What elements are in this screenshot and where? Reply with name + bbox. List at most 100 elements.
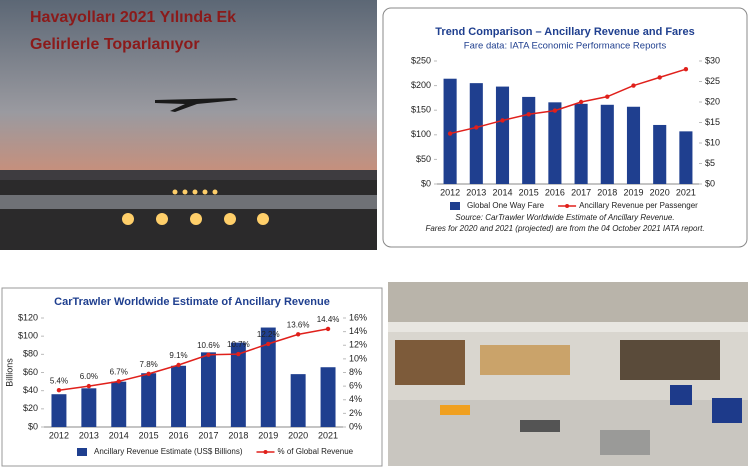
line-marker bbox=[552, 108, 558, 113]
x-tick-label: 2017 bbox=[198, 430, 218, 440]
x-tick-label: 2018 bbox=[597, 187, 617, 197]
x-tick-label: 2013 bbox=[466, 187, 486, 197]
line-marker bbox=[474, 125, 479, 130]
bar bbox=[171, 365, 187, 427]
y2-tick-label: $0 bbox=[705, 178, 715, 188]
x-tick-label: 2015 bbox=[139, 430, 159, 440]
line-marker bbox=[266, 341, 271, 347]
y2-tick-label: $5 bbox=[705, 158, 715, 168]
headline: Havayolları 2021 Yılında Ek bbox=[30, 9, 236, 26]
data-label: 13.6% bbox=[287, 320, 310, 329]
chart-subtitle: Fare data: IATA Economic Performance Rep… bbox=[464, 41, 667, 52]
y-tick-label: $150 bbox=[411, 105, 431, 115]
chart-frame bbox=[1, 287, 383, 467]
y-tick-label: $0 bbox=[421, 178, 431, 188]
y-tick-label: $100 bbox=[18, 331, 38, 341]
bar bbox=[522, 96, 536, 184]
data-label: 6.7% bbox=[110, 367, 128, 376]
y-tick-label: $50 bbox=[416, 154, 431, 164]
line-marker bbox=[56, 388, 62, 393]
line bbox=[58, 328, 329, 391]
chart-title: CarTrawler Worldwide Estimate of Ancilla… bbox=[54, 296, 330, 308]
x-tick-label: 2015 bbox=[519, 187, 539, 197]
x-tick-label: 2014 bbox=[492, 187, 512, 197]
legend-label: % of Global Revenue bbox=[278, 447, 354, 456]
y-axis-label: Billions bbox=[4, 358, 14, 387]
chart-title: Trend Comparison – Ancillary Revenue and… bbox=[435, 26, 694, 38]
bar bbox=[51, 394, 67, 427]
data-label: 9.1% bbox=[169, 351, 187, 360]
y2-tick-label: $15 bbox=[705, 117, 720, 127]
legend-swatch bbox=[450, 202, 460, 210]
bar bbox=[574, 103, 588, 184]
data-label: 12.2% bbox=[257, 330, 280, 339]
line-marker bbox=[578, 99, 584, 105]
line-marker bbox=[176, 362, 181, 368]
data-label: 10.7% bbox=[227, 340, 250, 349]
bar bbox=[141, 373, 157, 427]
y2-tick-label: $25 bbox=[705, 76, 720, 86]
line-marker bbox=[236, 351, 241, 357]
bar bbox=[200, 352, 216, 427]
line-marker bbox=[447, 131, 453, 136]
chart-note: Source: CarTrawler Worldwide Estimate of… bbox=[455, 213, 674, 222]
line-marker bbox=[500, 118, 505, 123]
x-tick-label: 2020 bbox=[288, 430, 308, 440]
y2-tick-label: 8% bbox=[349, 367, 362, 377]
line-marker bbox=[86, 383, 92, 389]
data-label: 14.4% bbox=[317, 315, 340, 324]
y2-tick-label: 0% bbox=[349, 421, 362, 431]
data-label: 7.8% bbox=[140, 360, 158, 369]
line-marker bbox=[325, 326, 331, 332]
legend-label: Global One Way Fare bbox=[467, 201, 545, 210]
y-tick-label: $100 bbox=[411, 129, 431, 139]
y2-tick-label: $10 bbox=[705, 137, 720, 147]
bar bbox=[230, 342, 246, 427]
x-tick-label: 2016 bbox=[545, 187, 565, 197]
bar bbox=[626, 106, 641, 184]
y2-tick-label: 10% bbox=[349, 353, 367, 363]
bar bbox=[320, 367, 336, 427]
bar bbox=[111, 381, 127, 427]
line-marker bbox=[605, 94, 610, 99]
line-marker bbox=[206, 352, 211, 357]
bar bbox=[260, 327, 276, 427]
line-marker bbox=[295, 332, 301, 337]
line bbox=[449, 68, 687, 135]
x-tick-label: 2021 bbox=[318, 430, 338, 440]
bar bbox=[495, 86, 510, 184]
bar bbox=[469, 83, 483, 184]
y-tick-label: $20 bbox=[23, 403, 38, 413]
bar bbox=[290, 374, 306, 427]
y-tick-label: $40 bbox=[23, 385, 38, 395]
x-tick-label: 2016 bbox=[169, 430, 189, 440]
legend-swatch bbox=[263, 450, 268, 454]
line-marker bbox=[146, 371, 151, 377]
line-marker bbox=[657, 75, 662, 80]
line-marker bbox=[116, 379, 121, 384]
y2-tick-label: $20 bbox=[705, 96, 720, 106]
runway-photo: Havayolları 2021 Yılında Ek Gelirlerle T… bbox=[0, 0, 377, 250]
x-tick-label: 2014 bbox=[109, 430, 129, 440]
x-tick-label: 2013 bbox=[79, 430, 99, 440]
x-tick-label: 2019 bbox=[258, 430, 278, 440]
line-marker bbox=[526, 112, 531, 117]
line-marker bbox=[631, 83, 636, 88]
y-tick-label: $60 bbox=[23, 367, 38, 377]
y2-tick-label: 16% bbox=[349, 312, 367, 322]
headline: Gelirlerle Toparlanıyor bbox=[30, 36, 200, 53]
x-tick-label: 2018 bbox=[228, 430, 248, 440]
bar bbox=[600, 104, 614, 184]
x-tick-label: 2020 bbox=[650, 187, 670, 197]
x-tick-label: 2017 bbox=[571, 187, 591, 197]
legend-swatch bbox=[77, 448, 87, 456]
y2-tick-label: $30 bbox=[705, 55, 720, 65]
legend-label: Ancillary Revenue Estimate (US$ Billions… bbox=[94, 447, 243, 456]
bar bbox=[679, 131, 693, 184]
bar bbox=[653, 124, 667, 184]
y-tick-label: $0 bbox=[28, 421, 38, 431]
y-tick-label: $200 bbox=[411, 80, 431, 90]
y-tick-label: $250 bbox=[411, 55, 431, 65]
x-tick-label: 2012 bbox=[440, 187, 460, 197]
